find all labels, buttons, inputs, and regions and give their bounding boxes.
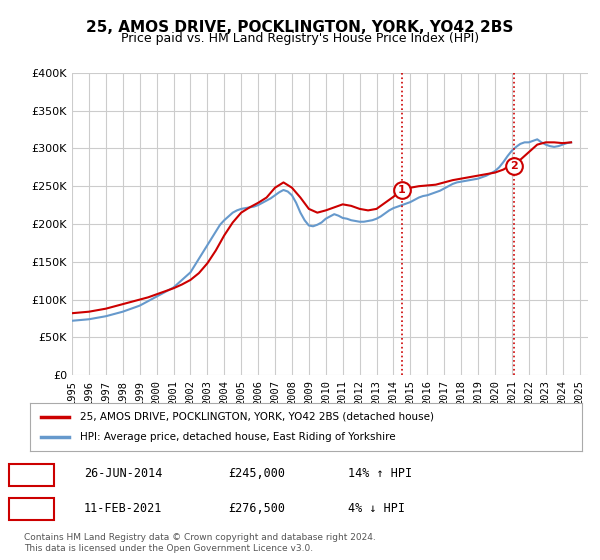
Text: £276,500: £276,500	[228, 502, 285, 515]
Text: 25, AMOS DRIVE, POCKLINGTON, YORK, YO42 2BS: 25, AMOS DRIVE, POCKLINGTON, YORK, YO42 …	[86, 20, 514, 35]
Text: 14% ↑ HPI: 14% ↑ HPI	[348, 468, 412, 480]
Text: £245,000: £245,000	[228, 468, 285, 480]
Text: 2: 2	[510, 161, 518, 171]
Text: 26-JUN-2014: 26-JUN-2014	[84, 468, 163, 480]
Text: Contains HM Land Registry data © Crown copyright and database right 2024.
This d: Contains HM Land Registry data © Crown c…	[24, 533, 376, 553]
FancyBboxPatch shape	[9, 464, 54, 486]
Text: 1: 1	[398, 185, 406, 195]
FancyBboxPatch shape	[9, 498, 54, 520]
Text: 11-FEB-2021: 11-FEB-2021	[84, 502, 163, 515]
Text: 1: 1	[27, 468, 35, 480]
Text: 4% ↓ HPI: 4% ↓ HPI	[348, 502, 405, 515]
Text: 2: 2	[27, 502, 35, 515]
Text: Price paid vs. HM Land Registry's House Price Index (HPI): Price paid vs. HM Land Registry's House …	[121, 32, 479, 45]
Text: HPI: Average price, detached house, East Riding of Yorkshire: HPI: Average price, detached house, East…	[80, 432, 395, 442]
Text: 25, AMOS DRIVE, POCKLINGTON, YORK, YO42 2BS (detached house): 25, AMOS DRIVE, POCKLINGTON, YORK, YO42 …	[80, 412, 434, 422]
